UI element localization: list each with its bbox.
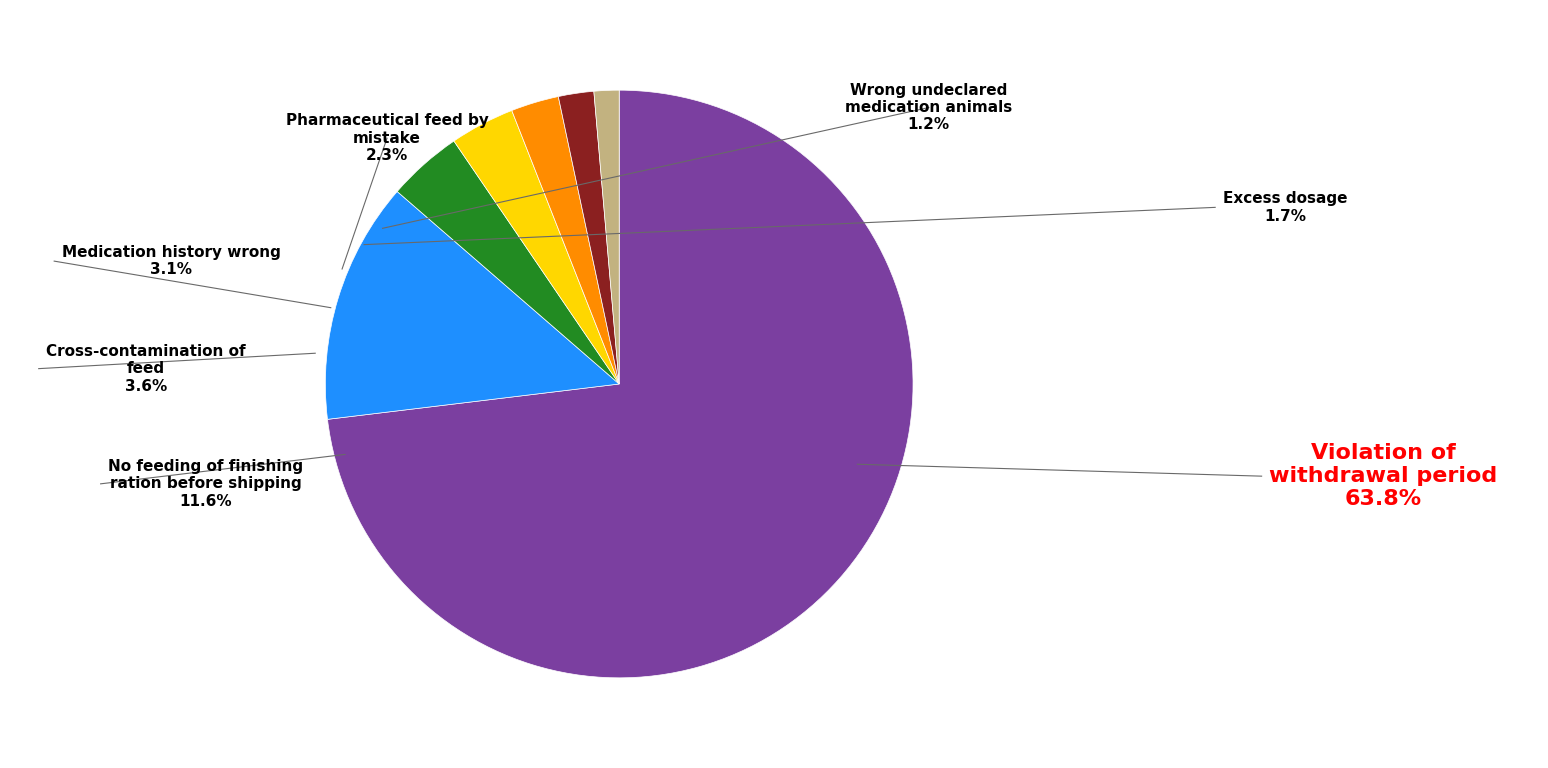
Wedge shape (512, 97, 619, 384)
Wedge shape (454, 111, 619, 384)
Wedge shape (398, 141, 619, 384)
Wedge shape (594, 90, 619, 384)
Wedge shape (325, 191, 619, 419)
Text: Medication history wrong
3.1%: Medication history wrong 3.1% (62, 245, 280, 277)
Wedge shape (559, 91, 619, 384)
Wedge shape (328, 90, 913, 678)
Text: Violation of
withdrawal period
63.8%: Violation of withdrawal period 63.8% (1269, 443, 1497, 509)
Text: Wrong undeclared
medication animals
1.2%: Wrong undeclared medication animals 1.2% (845, 83, 1012, 132)
Ellipse shape (337, 358, 901, 469)
Text: No feeding of finishing
ration before shipping
11.6%: No feeding of finishing ration before sh… (108, 459, 303, 508)
Text: Excess dosage
1.7%: Excess dosage 1.7% (1223, 191, 1347, 223)
Text: Pharmaceutical feed by
mistake
2.3%: Pharmaceutical feed by mistake 2.3% (285, 114, 489, 163)
Text: Cross-contamination of
feed
3.6%: Cross-contamination of feed 3.6% (46, 344, 246, 393)
